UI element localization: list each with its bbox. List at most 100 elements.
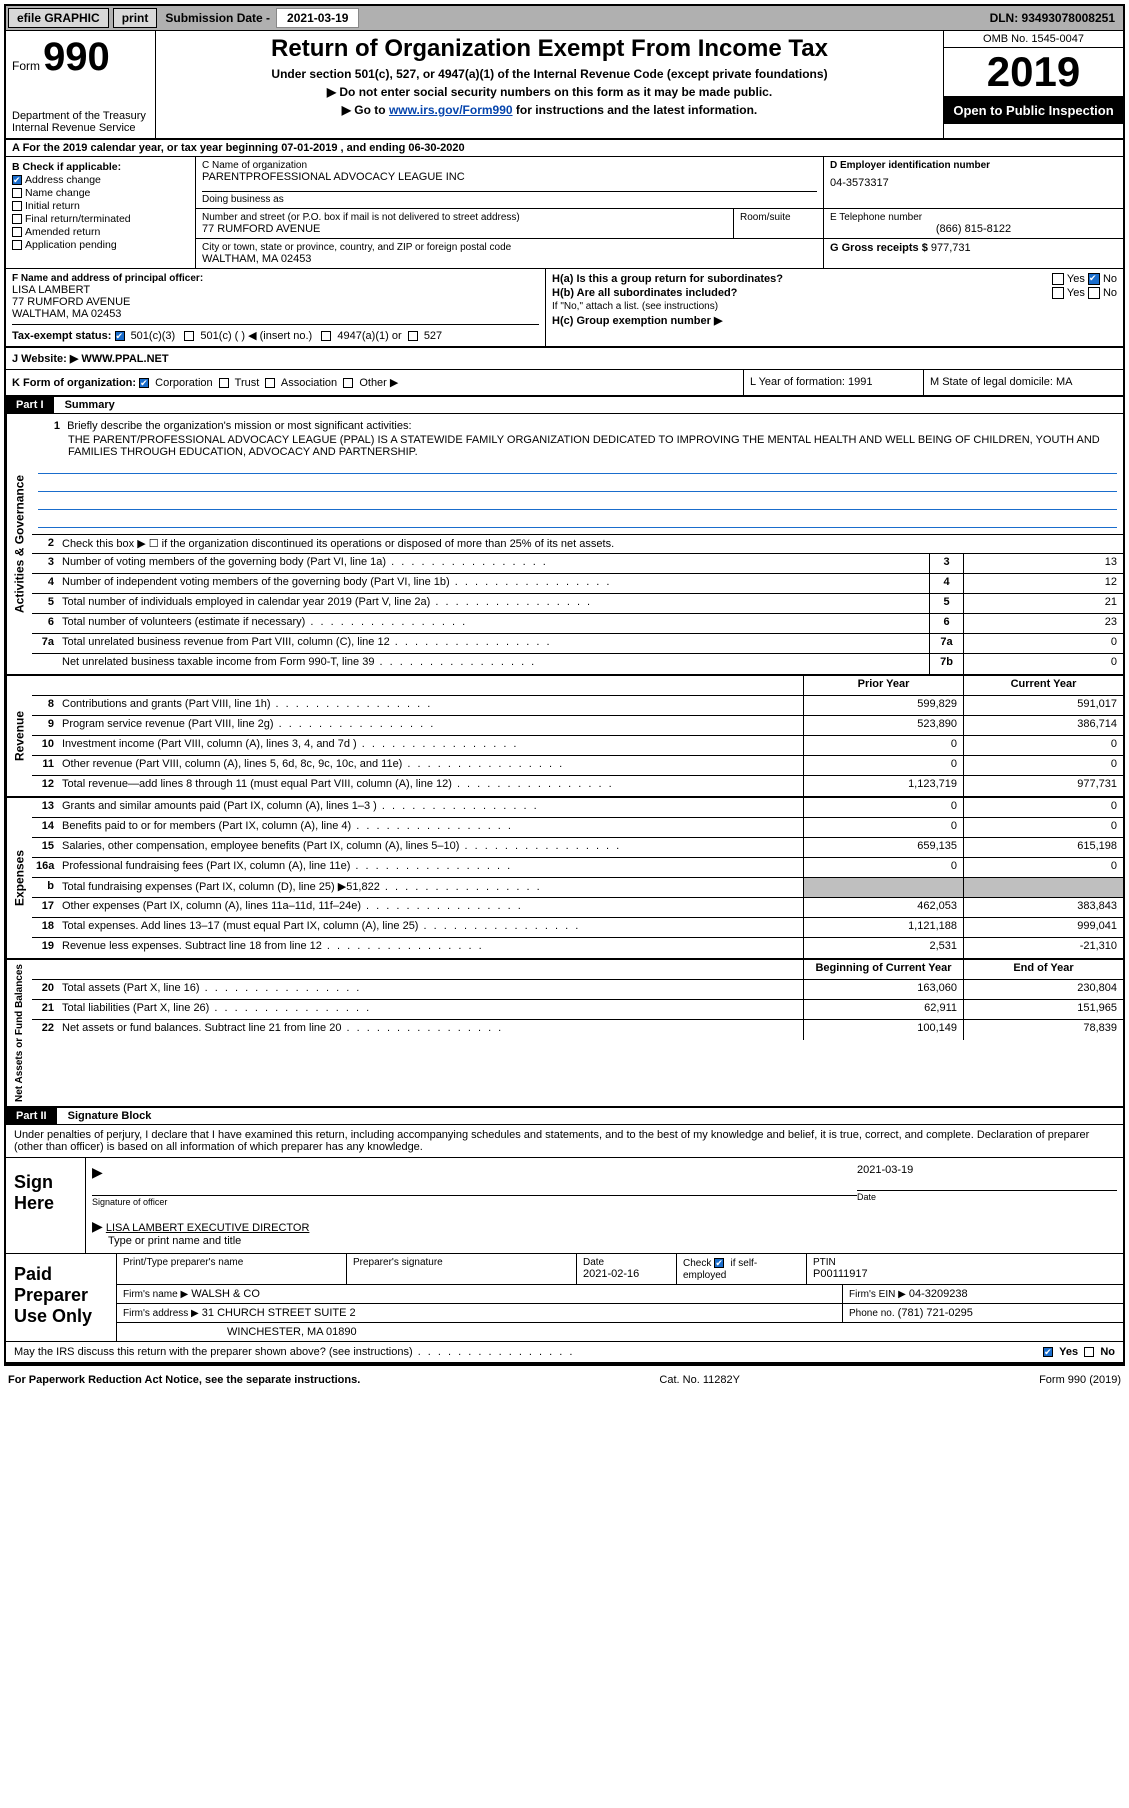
prior-year-value	[803, 878, 963, 897]
current-year-value: 0	[963, 736, 1123, 755]
city-label: City or town, state or province, country…	[202, 242, 817, 253]
discuss-no-chk[interactable]	[1084, 1347, 1094, 1357]
box-b-item-label: Address change	[25, 174, 101, 186]
form-subtitle: Under section 501(c), 527, or 4947(a)(1)…	[162, 67, 937, 81]
table-row: 5 Total number of individuals employed i…	[32, 594, 1123, 614]
chk-corporation[interactable]	[139, 378, 149, 388]
checkbox-icon[interactable]	[12, 175, 22, 185]
line-box: 5	[929, 594, 963, 613]
box-b-item[interactable]: Amended return	[12, 226, 189, 238]
table-row: 12 Total revenue—add lines 8 through 11 …	[32, 776, 1123, 796]
line-value: 13	[963, 554, 1123, 573]
catalog-number: Cat. No. 11282Y	[360, 1374, 1039, 1386]
discuss-yes-chk[interactable]	[1043, 1347, 1053, 1357]
rule-line	[38, 478, 1117, 492]
efile-graphic-button[interactable]: efile GRAPHIC	[8, 8, 109, 28]
opt-4947: 4947(a)(1) or	[337, 330, 401, 342]
self-employed-chk[interactable]	[714, 1258, 724, 1268]
net-assets-section: Net Assets or Fund Balances Beginning of…	[6, 960, 1123, 1108]
firm-addr-label: Firm's address ▶	[123, 1308, 199, 1319]
box-b-item[interactable]: Address change	[12, 174, 189, 186]
line-number: b	[32, 878, 58, 897]
prior-year-value: 1,123,719	[803, 776, 963, 796]
preparer-sig-label: Preparer's signature	[353, 1257, 570, 1268]
box-b-item[interactable]: Name change	[12, 187, 189, 199]
arrow-icon: ▶	[92, 1218, 103, 1234]
h-a-no-chk[interactable]	[1088, 273, 1100, 285]
prior-year-value: 0	[803, 858, 963, 877]
line-number: 5	[32, 594, 58, 613]
tax-year: 2019	[944, 48, 1123, 97]
line-desc: Total revenue—add lines 8 through 11 (mu…	[58, 776, 803, 796]
box-b-item[interactable]: Application pending	[12, 239, 189, 251]
open-public-badge: Open to Public Inspection	[944, 97, 1123, 124]
box-b-item[interactable]: Initial return	[12, 200, 189, 212]
chk-527[interactable]	[408, 331, 418, 341]
gross-receipts-label: G Gross receipts $	[830, 242, 931, 254]
website-label: J Website: ▶	[12, 353, 78, 365]
table-row: 11 Other revenue (Part VIII, column (A),…	[32, 756, 1123, 776]
prior-year-value: 62,911	[803, 1000, 963, 1019]
perjury-declaration: Under penalties of perjury, I declare th…	[6, 1125, 1123, 1157]
checkbox-icon[interactable]	[12, 188, 22, 198]
line-desc: Benefits paid to or for members (Part IX…	[58, 818, 803, 837]
activities-governance-section: Activities & Governance 1 Briefly descri…	[6, 414, 1123, 676]
current-year-value: 151,965	[963, 1000, 1123, 1019]
street-value: 77 RUMFORD AVENUE	[202, 223, 727, 235]
part1-title: Summary	[57, 397, 123, 413]
line-desc: Other revenue (Part VIII, column (A), li…	[58, 756, 803, 775]
chk-501c[interactable]	[184, 331, 194, 341]
line-number: 20	[32, 980, 58, 999]
firm-phone-label: Phone no.	[849, 1308, 895, 1319]
chk-trust[interactable]	[219, 378, 229, 388]
prior-year-value: 523,890	[803, 716, 963, 735]
form-title: Return of Organization Exempt From Incom…	[162, 35, 937, 63]
form-org-label: K Form of organization:	[12, 377, 136, 389]
box-b-item-label: Amended return	[25, 226, 100, 238]
line-number: 22	[32, 1020, 58, 1040]
table-row: 6 Total number of volunteers (estimate i…	[32, 614, 1123, 634]
irs-form990-link[interactable]: www.irs.gov/Form990	[389, 103, 513, 117]
row-i-tax-status: Tax-exempt status: 501(c)(3) 501(c) ( ) …	[12, 324, 539, 342]
prior-year-value: 0	[803, 818, 963, 837]
checkbox-icon[interactable]	[12, 201, 22, 211]
h-b-no-chk[interactable]	[1088, 287, 1100, 299]
table-row: 13 Grants and similar amounts paid (Part…	[32, 798, 1123, 818]
dba-label: Doing business as	[202, 191, 817, 205]
opt-527: 527	[424, 330, 442, 342]
prior-year-value: 100,149	[803, 1020, 963, 1040]
checkbox-icon[interactable]	[12, 240, 22, 250]
line-box: 3	[929, 554, 963, 573]
line-desc: Grants and similar amounts paid (Part IX…	[58, 798, 803, 817]
prior-current-header: Prior Year Current Year	[32, 676, 1123, 696]
chk-4947[interactable]	[321, 331, 331, 341]
h-a-yes-chk[interactable]	[1052, 273, 1064, 285]
print-button[interactable]: print	[113, 8, 158, 28]
prep-date-label: Date	[583, 1257, 670, 1268]
box-b-item-label: Initial return	[25, 200, 80, 212]
paperwork-notice: For Paperwork Reduction Act Notice, see …	[8, 1374, 360, 1386]
h-b-question: H(b) Are all subordinates included? Yes …	[552, 287, 1117, 299]
line-desc: Program service revenue (Part VIII, line…	[58, 716, 803, 735]
checkbox-icon[interactable]	[12, 227, 22, 237]
h-b-yes-chk[interactable]	[1052, 287, 1064, 299]
line-desc: Net assets or fund balances. Subtract li…	[58, 1020, 803, 1040]
prior-year-value: 1,121,188	[803, 918, 963, 937]
line-desc: Investment income (Part VIII, column (A)…	[58, 736, 803, 755]
ptin-label: PTIN	[813, 1257, 1117, 1268]
chk-other[interactable]	[343, 378, 353, 388]
chk-association[interactable]	[265, 378, 275, 388]
revenue-label: Revenue	[6, 676, 32, 796]
current-year-header: Current Year	[963, 676, 1123, 695]
line-box: 6	[929, 614, 963, 633]
line-desc: Salaries, other compensation, employee b…	[58, 838, 803, 857]
line-box: 7a	[929, 634, 963, 653]
room-suite-label: Room/suite	[733, 209, 823, 238]
box-b-item[interactable]: Final return/terminated	[12, 213, 189, 225]
chk-501c3[interactable]	[115, 331, 125, 341]
checkbox-icon[interactable]	[12, 214, 22, 224]
section-b-through-g: B Check if applicable: Address changeNam…	[6, 157, 1123, 269]
table-row: Net unrelated business taxable income fr…	[32, 654, 1123, 674]
rule-line	[38, 496, 1117, 510]
box-b-check-applicable: B Check if applicable: Address changeNam…	[6, 157, 196, 268]
